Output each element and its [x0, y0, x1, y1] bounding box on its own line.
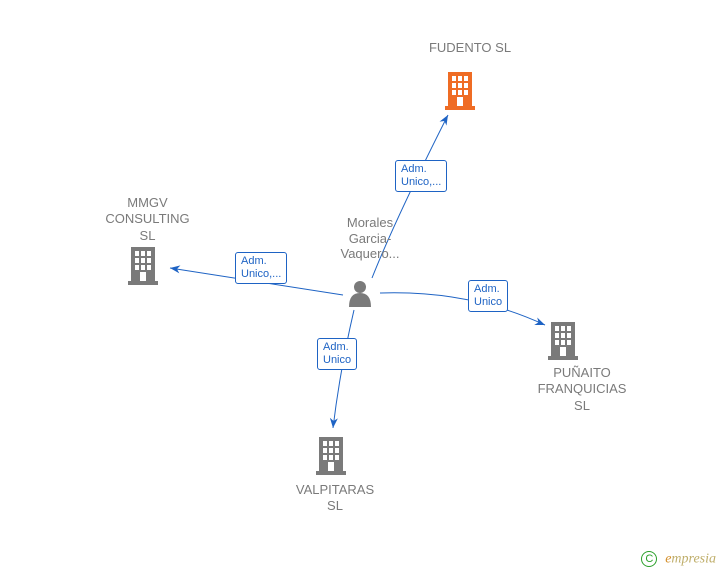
arrow-head: [534, 318, 546, 329]
center-person-label: Morales Garcia- Vaquero...: [335, 215, 405, 262]
brand-text: empresia: [665, 551, 716, 566]
edge-label-mmgv: Adm. Unico,...: [235, 252, 287, 284]
edge-punaito: [380, 293, 545, 325]
arrow-head: [440, 113, 452, 126]
punaito-icon: [548, 322, 578, 360]
arrow-head: [329, 418, 338, 429]
copyright-icon: C: [641, 551, 657, 567]
fudento-icon: [445, 72, 475, 110]
person-icon: [349, 281, 371, 307]
valpitaras-icon: [316, 437, 346, 475]
arrow-head: [169, 264, 180, 273]
node-label-punaito: PUÑAITO FRANQUICIAS SL: [527, 365, 637, 414]
node-label-mmgv: MMGV CONSULTING SL: [95, 195, 200, 244]
edge-label-punaito: Adm. Unico: [468, 280, 508, 312]
edge-label-fudento: Adm. Unico,...: [395, 160, 447, 192]
node-label-valpitaras: VALPITARAS SL: [285, 482, 385, 515]
watermark: C empresia: [641, 550, 716, 567]
edge-label-valpitaras: Adm. Unico: [317, 338, 357, 370]
mmgv-icon: [128, 247, 158, 285]
node-label-fudento: FUDENTO SL: [400, 40, 540, 56]
